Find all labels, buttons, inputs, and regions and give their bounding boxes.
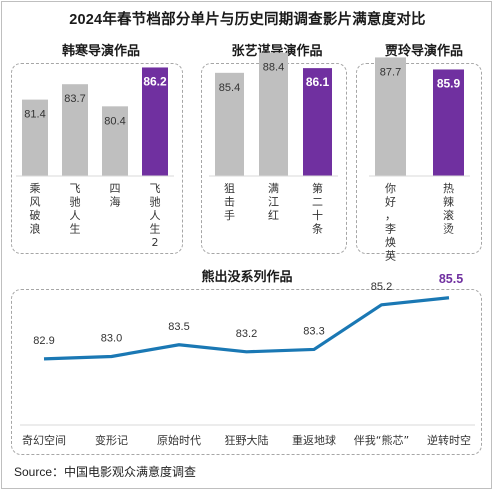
category-char: 狙: [224, 182, 235, 195]
bar-category-label: 飞驰人生 2: [150, 182, 161, 249]
line-value-label: 83.5: [168, 321, 189, 333]
line-series: [43, 296, 450, 361]
panel-hanhan: [11, 63, 183, 254]
group-title-boonie: 熊出没系列作品: [201, 269, 293, 284]
category-char: 焕: [385, 235, 396, 249]
category-char: 生: [70, 222, 81, 236]
category-char: 乘: [30, 182, 41, 195]
line-category-label: 逆转时空: [427, 433, 471, 447]
bar-value-label: 85.9: [437, 76, 461, 90]
category-char: 第: [312, 181, 323, 195]
bar-value-label: 83.7: [64, 93, 85, 105]
line-category-label: 变形记: [95, 433, 128, 447]
group-title-zhangyimou: 张艺谋导演作品: [231, 43, 323, 58]
bar-value-label: 81.4: [24, 109, 45, 121]
category-char: 生: [150, 222, 161, 236]
category-char: 手: [224, 208, 235, 222]
category-char: 好: [385, 195, 396, 209]
line-category-label: 原始时代: [157, 433, 201, 447]
category-char: 你: [385, 182, 396, 195]
bar-value-label: 86.2: [143, 74, 167, 88]
bar-0-0: [22, 99, 48, 176]
category-char: 人: [150, 209, 161, 222]
source-note: Source：中国电影观众满意度调查: [14, 465, 197, 479]
line-value-label: 83.3: [303, 325, 324, 337]
chart-title: 2024年春节档部分单片与历史同期调查影片满意度对比: [69, 12, 426, 28]
category-char: 驰: [150, 195, 161, 209]
category-char: 滚: [443, 208, 454, 222]
group-title-hanhan: 韩寒导演作品: [61, 43, 140, 58]
category-char: 红: [268, 209, 279, 222]
category-char: 风: [30, 196, 41, 209]
category-char: 条: [312, 222, 323, 236]
bar-1-2: [303, 68, 332, 176]
category-char: 热: [443, 182, 454, 195]
category-char: 人: [70, 209, 81, 222]
bar-0-3: [142, 67, 168, 176]
bar-category-label: 第二十条: [312, 181, 323, 236]
bar-value-label: 85.4: [219, 82, 240, 94]
line-category-label: 狂野大陆: [225, 433, 269, 447]
line-category-label: 奇幻空间: [22, 433, 66, 447]
bar-category-label: 飞驰人生: [70, 182, 81, 236]
group-title-jialing: 贾玲导演作品: [384, 43, 463, 58]
line-category-label: 伴我“熊芯”: [354, 433, 409, 447]
category-char: 破: [30, 208, 41, 222]
bar-category-label: 你好，李焕英: [385, 182, 396, 263]
category-char: 英: [385, 249, 396, 263]
category-char: 击: [224, 196, 235, 209]
category-char: 辣: [443, 195, 454, 209]
category-char: 四: [110, 182, 121, 195]
panel-boonie: [11, 289, 482, 455]
line-category-label: 重返地球: [292, 433, 336, 447]
bar-value-label: 88.4: [263, 62, 284, 74]
bar-category-label: 热辣滚烫: [443, 182, 454, 236]
category-char: 十: [312, 208, 323, 222]
bar-1-0: [215, 72, 244, 176]
bar-value-label: 87.7: [380, 66, 401, 78]
category-char: 二: [312, 196, 323, 209]
category-char: 飞: [150, 182, 161, 195]
bar-value-label: 80.4: [104, 115, 125, 127]
bar-value-label: 86.1: [306, 75, 330, 89]
bar-2-0: [375, 57, 406, 176]
category-char: 2: [152, 236, 159, 249]
category-char: 满: [268, 182, 279, 195]
category-char: 飞: [70, 182, 81, 195]
category-char: 江: [268, 196, 279, 209]
category-char: 烫: [443, 223, 454, 236]
category-char: 浪: [30, 222, 41, 236]
line-value-label: 85.5: [439, 272, 463, 286]
bar-0-2: [102, 106, 128, 176]
category-char: 李: [385, 222, 396, 236]
line-value-label: 82.9: [33, 335, 54, 347]
bar-category-label: 四海: [110, 182, 121, 209]
line-value-label: 83.2: [236, 328, 257, 340]
bar-category-label: 狙击手: [224, 182, 235, 222]
line-value-label: 85.2: [371, 281, 392, 293]
bar-0-1: [62, 84, 88, 176]
category-char: ，: [385, 209, 396, 222]
line-value-label: 83.0: [101, 333, 122, 345]
bar-1-1: [259, 52, 288, 176]
bar-2-1: [433, 69, 464, 176]
category-char: 海: [110, 195, 121, 209]
panel-jialing: [356, 63, 482, 254]
bar-category-label: 满江红: [268, 182, 279, 222]
bar-category-label: 乘风破浪: [30, 182, 41, 236]
category-char: 驰: [70, 195, 81, 209]
